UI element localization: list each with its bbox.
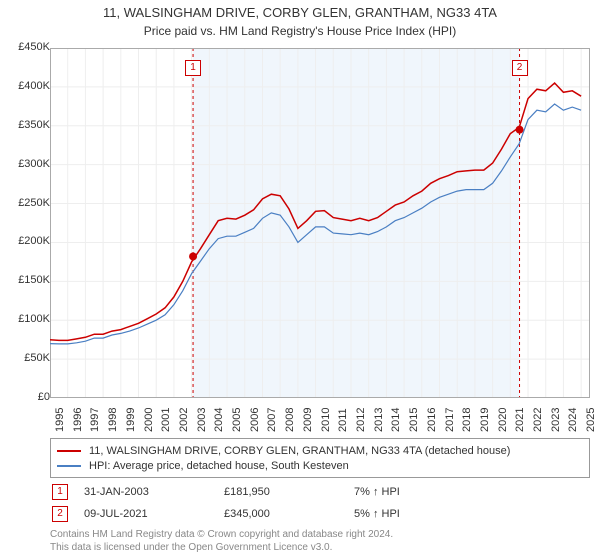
x-tick-label: 2008 — [284, 408, 296, 432]
sales-table: 1 31-JAN-2003 £181,950 7% ↑ HPI 2 09-JUL… — [50, 480, 410, 526]
y-tick-label: £150K — [2, 274, 50, 286]
legend-item-hpi: HPI: Average price, detached house, Sout… — [57, 458, 583, 473]
sales-row-2: 2 09-JUL-2021 £345,000 5% ↑ HPI — [52, 504, 408, 524]
x-tick-label: 2021 — [514, 408, 526, 432]
x-tick-label: 2006 — [249, 408, 261, 432]
x-tick-label: 1997 — [89, 408, 101, 432]
y-tick-label: £250K — [2, 197, 50, 209]
sale-pct-2: 5% ↑ HPI — [354, 504, 408, 524]
y-tick-label: £50K — [2, 352, 50, 364]
x-tick-label: 2015 — [408, 408, 420, 432]
x-tick-label: 2013 — [373, 408, 385, 432]
sale-marker-1: 1 — [52, 484, 68, 500]
x-tick-label: 2004 — [213, 408, 225, 432]
y-tick-label: £200K — [2, 235, 50, 247]
x-tick-label: 2024 — [567, 408, 579, 432]
x-tick-label: 1995 — [54, 408, 66, 432]
sale-pct-1: 7% ↑ HPI — [354, 482, 408, 502]
y-tick-label: £0 — [2, 391, 50, 403]
x-tick-label: 2023 — [550, 408, 562, 432]
y-tick-label: £100K — [2, 313, 50, 325]
sale-marker-2: 2 — [52, 506, 68, 522]
up-arrow-icon: ↑ — [373, 486, 379, 498]
legend-box: 11, WALSINGHAM DRIVE, CORBY GLEN, GRANTH… — [50, 438, 590, 478]
x-tick-label: 1999 — [125, 408, 137, 432]
x-tick-label: 2020 — [497, 408, 509, 432]
x-tick-label: 2022 — [532, 408, 544, 432]
page-root: 11, WALSINGHAM DRIVE, CORBY GLEN, GRANTH… — [0, 0, 600, 560]
legend-swatch-property — [57, 450, 81, 452]
legend-swatch-hpi — [57, 465, 81, 467]
legend-label-hpi: HPI: Average price, detached house, Sout… — [89, 460, 349, 472]
chart-area — [50, 48, 590, 398]
sale-price-2: £345,000 — [224, 504, 352, 524]
sale-price-1: £181,950 — [224, 482, 352, 502]
up-arrow-icon: ↑ — [373, 508, 379, 520]
chart-marker-2: 2 — [512, 60, 528, 76]
x-tick-label: 2025 — [585, 408, 597, 432]
legend-item-property: 11, WALSINGHAM DRIVE, CORBY GLEN, GRANTH… — [57, 443, 583, 458]
x-tick-label: 2005 — [231, 408, 243, 432]
x-tick-label: 2001 — [160, 408, 172, 432]
x-tick-label: 1998 — [107, 408, 119, 432]
x-tick-label: 2017 — [444, 408, 456, 432]
y-tick-label: £350K — [2, 119, 50, 131]
x-tick-label: 2018 — [461, 408, 473, 432]
x-tick-label: 2009 — [302, 408, 314, 432]
x-tick-label: 2002 — [178, 408, 190, 432]
x-tick-label: 1996 — [72, 408, 84, 432]
sale-date-1: 31-JAN-2003 — [84, 482, 222, 502]
sales-row-1: 1 31-JAN-2003 £181,950 7% ↑ HPI — [52, 482, 408, 502]
x-tick-label: 2019 — [479, 408, 491, 432]
x-tick-label: 2011 — [337, 408, 349, 432]
y-tick-label: £450K — [2, 41, 50, 53]
x-tick-label: 2016 — [426, 408, 438, 432]
x-tick-label: 2014 — [390, 408, 402, 432]
x-tick-label: 2007 — [266, 408, 278, 432]
chart-svg — [50, 48, 590, 398]
sale-date-2: 09-JUL-2021 — [84, 504, 222, 524]
chart-subtitle: Price paid vs. HM Land Registry's House … — [0, 24, 600, 38]
chart-title: 11, WALSINGHAM DRIVE, CORBY GLEN, GRANTH… — [0, 5, 600, 20]
chart-marker-1: 1 — [185, 60, 201, 76]
x-tick-label: 2000 — [143, 408, 155, 432]
legend-label-property: 11, WALSINGHAM DRIVE, CORBY GLEN, GRANTH… — [89, 445, 510, 457]
y-tick-label: £400K — [2, 80, 50, 92]
footer-text: Contains HM Land Registry data © Crown c… — [50, 528, 393, 554]
x-tick-label: 2003 — [196, 408, 208, 432]
x-tick-label: 2010 — [320, 408, 332, 432]
y-tick-label: £300K — [2, 158, 50, 170]
x-tick-label: 2012 — [355, 408, 367, 432]
